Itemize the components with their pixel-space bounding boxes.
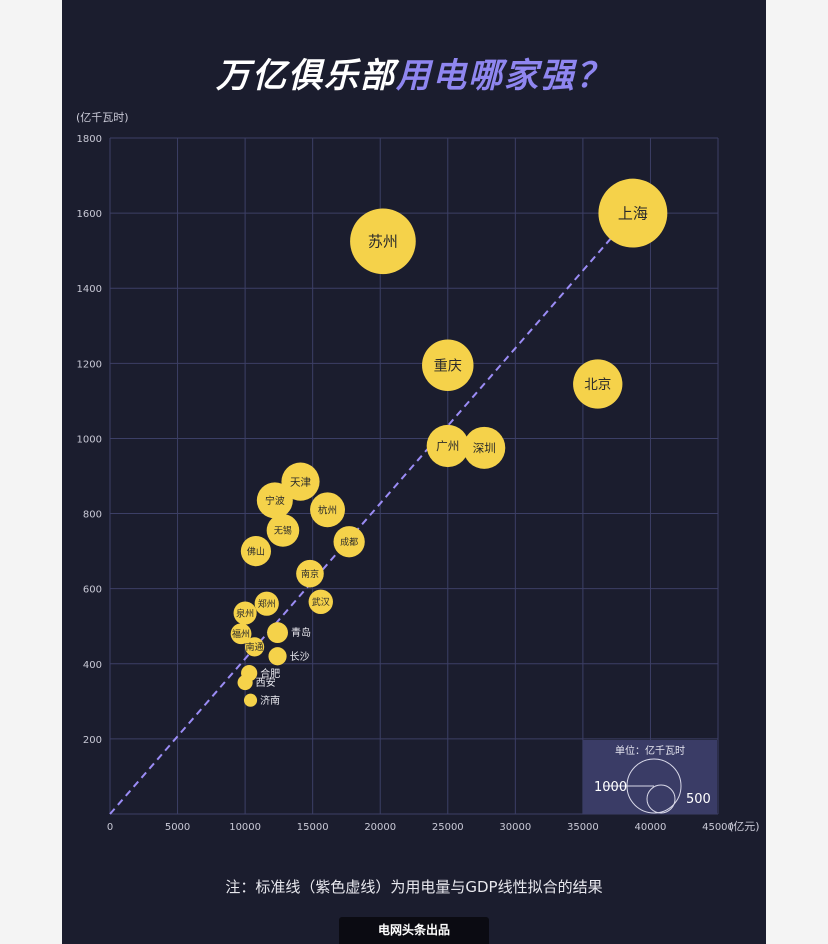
bubble-label: 泉州 — [236, 607, 254, 619]
bubble-label: 北京 — [584, 377, 611, 393]
bubble — [268, 647, 287, 666]
chart-title: 万亿俱乐部用电哪家强？ — [0, 48, 828, 97]
x-tick-label: 15000 — [297, 822, 329, 833]
bubble-label: 广州 — [436, 439, 459, 453]
size-legend-box — [583, 740, 717, 814]
size-legend-value-large: 1000 — [594, 780, 627, 795]
x-tick-label: 20000 — [364, 822, 396, 833]
y-tick-label: 1800 — [77, 134, 102, 145]
y-tick-label: 1000 — [77, 434, 102, 445]
bubble — [308, 589, 333, 615]
axes: (亿千瓦时) (亿元) — [76, 111, 760, 833]
bubble-label: 佛山 — [247, 545, 265, 557]
bubble — [350, 208, 416, 275]
y-tick-label: 800 — [83, 510, 102, 521]
bubble — [422, 339, 474, 391]
bubble-label: 南通 — [246, 641, 264, 653]
bubble-label: 重庆 — [434, 358, 462, 374]
bubble-label: 深圳 — [473, 441, 496, 455]
bubble-label: 苏州 — [368, 233, 398, 251]
bubble-label: 上海 — [618, 205, 648, 223]
y-tick-label: 600 — [83, 585, 102, 596]
size-legend: 单位：亿千瓦时 1000 500 — [583, 740, 717, 814]
bubble — [310, 492, 345, 528]
bubble-label: 郑州 — [258, 598, 276, 610]
bubble — [243, 693, 258, 707]
y-tick-label: 1600 — [77, 209, 102, 220]
bubble-label: 合肥 — [260, 667, 280, 680]
bubble — [256, 482, 293, 519]
bubble-label: 宁波 — [265, 494, 285, 507]
bubble — [573, 359, 623, 409]
chart-note: 注：标准线（紫色虚线）为用电量与GDP线性拟合的结果 — [225, 878, 603, 896]
bubble — [254, 591, 279, 616]
x-tick-label: 45000 — [702, 822, 734, 833]
bubble — [233, 601, 257, 625]
bubble-label: 青岛 — [291, 626, 311, 639]
x-unit-label: (亿元) — [729, 820, 760, 833]
x-tick-label: 30000 — [499, 822, 531, 833]
footer-badge: 电网头条出品 — [339, 917, 489, 944]
bubble-label: 武汉 — [312, 596, 330, 608]
x-tick-label: 25000 — [432, 822, 464, 833]
bubble — [267, 622, 288, 644]
title-part-1: 万亿俱乐部 — [216, 56, 396, 96]
size-legend-value-small: 500 — [686, 792, 711, 807]
bubble-label: 西安 — [256, 676, 276, 689]
bubble-label: 天津 — [290, 476, 311, 488]
bubble — [296, 559, 324, 588]
bubble — [463, 426, 506, 469]
bubble — [240, 536, 272, 567]
bubble — [426, 424, 469, 468]
bubble — [244, 637, 265, 657]
bubble — [598, 178, 668, 248]
bubble-label: 成都 — [340, 536, 358, 548]
y-unit-label: (亿千瓦时) — [76, 111, 129, 124]
bubble-label: 无锡 — [274, 526, 292, 537]
bubble-label: 长沙 — [290, 651, 310, 663]
y-tick-label: 200 — [83, 735, 102, 746]
x-tick-label: 35000 — [567, 822, 599, 833]
x-tick-label: 5000 — [165, 822, 190, 833]
title-part-2: 用电哪家强？ — [396, 56, 612, 96]
bubble — [230, 623, 252, 645]
bubble-label: 福州 — [232, 628, 250, 640]
y-tick-label: 1200 — [77, 359, 102, 370]
bubble — [237, 674, 253, 691]
x-tick-label: 10000 — [229, 822, 261, 833]
size-legend-title: 单位：亿千瓦时 — [615, 744, 685, 757]
x-tick-label: 40000 — [635, 822, 667, 833]
y-tick-label: 400 — [83, 660, 102, 671]
y-tick-label: 1400 — [77, 284, 102, 295]
x-tick-label: 0 — [107, 822, 113, 833]
bubble-label: 济南 — [260, 694, 280, 707]
trend-line — [109, 212, 634, 815]
bubble — [281, 462, 320, 501]
bubble — [266, 514, 300, 547]
bubble-label: 杭州 — [318, 504, 337, 516]
bubble — [333, 526, 365, 558]
size-legend-circle-small — [646, 784, 676, 814]
bubble-label: 南京 — [301, 568, 319, 580]
